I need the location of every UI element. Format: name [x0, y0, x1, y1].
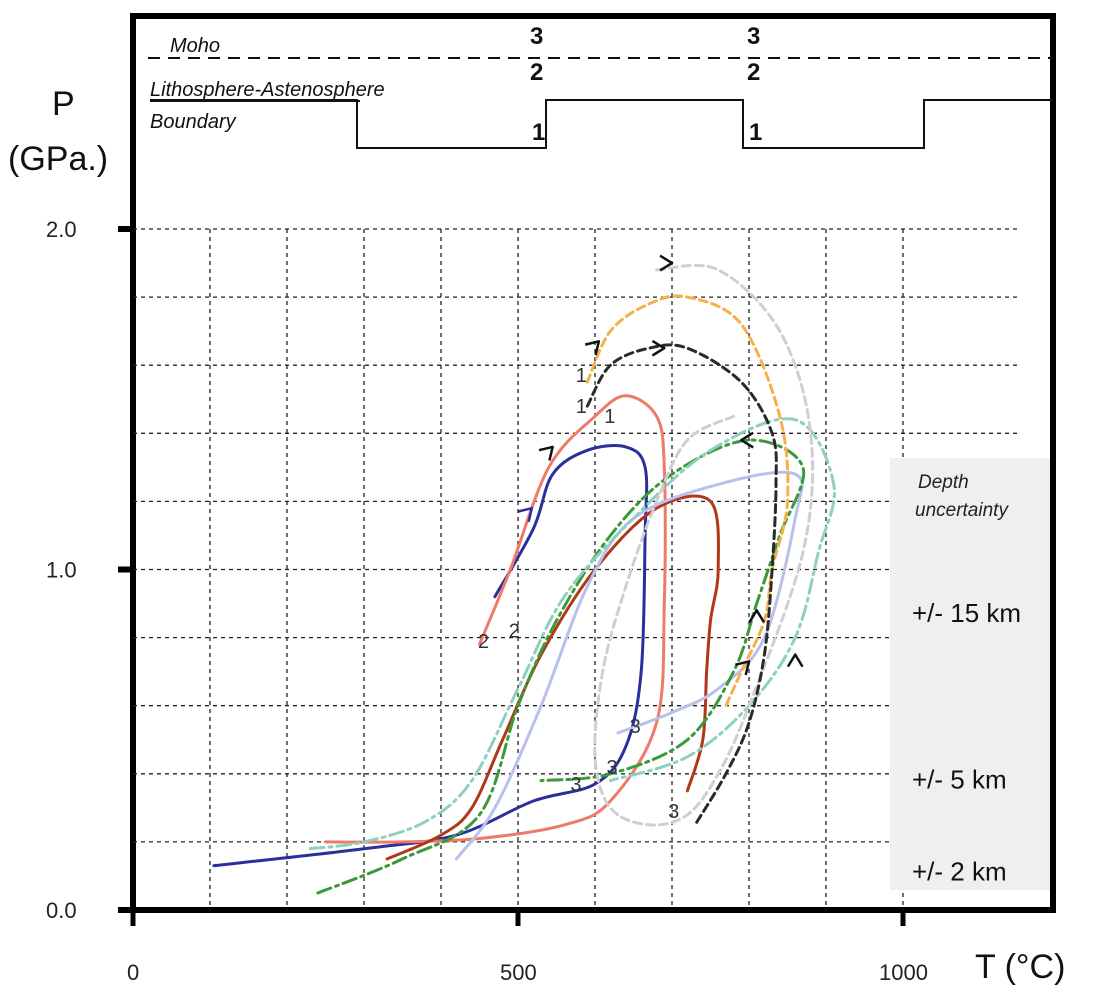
step-marker-top: 3: [747, 23, 760, 50]
path-stage-number: 3: [668, 801, 679, 823]
pt-path-2: [324, 394, 667, 844]
pt-path-7: [585, 294, 790, 708]
depth-uncertainty-panel: Depth uncertainty +/- 15 km +/- 5 km +/- 2…: [890, 458, 1050, 890]
x-tick-label: 1000: [879, 960, 928, 985]
pt-path-5: [316, 438, 806, 895]
path-arrows: [517, 254, 804, 676]
step-marker-top: 3: [530, 23, 543, 50]
y-tick-label: 0.0: [46, 898, 77, 923]
depth-title-line1: Depth: [918, 472, 969, 493]
y-tick-label: 2.0: [46, 217, 77, 242]
grid: [133, 228, 1020, 910]
depth-title-line2: uncertainty: [915, 500, 1009, 521]
x-tick-label: 500: [500, 960, 537, 985]
moho-label: Moho: [170, 35, 220, 57]
pt-path-8: [593, 263, 815, 827]
depth-label: +/- 15 km: [912, 598, 1021, 628]
x-axis-label: T (°C): [975, 948, 1065, 986]
axes: P (GPa.) T (°C) 0.0 1.0 2.0 0 500 1000: [8, 85, 1065, 986]
path-arrow: [735, 660, 751, 676]
path-stage-number: 2: [509, 621, 520, 643]
y-tick-label: 1.0: [46, 558, 77, 583]
lab-step-line: [150, 99, 1053, 149]
path-stage-number: 1: [576, 365, 587, 387]
path-stage-number: 1: [604, 406, 615, 428]
pt-path-3: [385, 494, 720, 861]
path-arrow: [517, 506, 534, 523]
step-marker-mid: 2: [530, 59, 543, 86]
step-marker-bottom: 1: [532, 119, 545, 146]
path-arrow: [651, 339, 666, 357]
pt-path-6: [308, 417, 836, 851]
y-axis-label-line1: P: [52, 85, 75, 123]
pt-path-4: [454, 470, 804, 861]
step-marker-mid: 2: [747, 59, 760, 86]
path-arrow: [740, 431, 754, 449]
lab-label-line1: Lithosphere-Astenosphere: [150, 79, 385, 101]
depth-label: +/- 2 km: [912, 857, 1007, 887]
y-axis-label-line2: (GPa.): [8, 140, 108, 178]
path-arrow: [538, 445, 554, 461]
plot-frame: [130, 13, 1056, 913]
path-stage-number: 2: [478, 631, 489, 653]
pt-paths: [212, 263, 836, 895]
x-tick-label: 0: [127, 960, 139, 985]
depth-label: +/- 5 km: [912, 765, 1007, 795]
pt-path-9: [585, 343, 778, 827]
path-stage-number: 3: [607, 757, 618, 779]
path-arrow: [659, 254, 674, 272]
path-arrow: [748, 609, 766, 623]
pt-path-1: [212, 444, 649, 868]
depth-panel-bg: [890, 458, 1050, 890]
path-arrow: [786, 653, 804, 668]
path-stage-number: 3: [570, 774, 581, 796]
tectonic-boundaries: Moho Lithosphere-Astenosphere Boundary 3…: [148, 23, 1053, 149]
path-stage-number: 1: [576, 396, 587, 418]
lab-label-line2: Boundary: [150, 111, 237, 133]
path-stage-number: 3: [630, 716, 641, 738]
path-arrow: [584, 340, 601, 356]
step-marker-bottom: 1: [749, 119, 762, 146]
